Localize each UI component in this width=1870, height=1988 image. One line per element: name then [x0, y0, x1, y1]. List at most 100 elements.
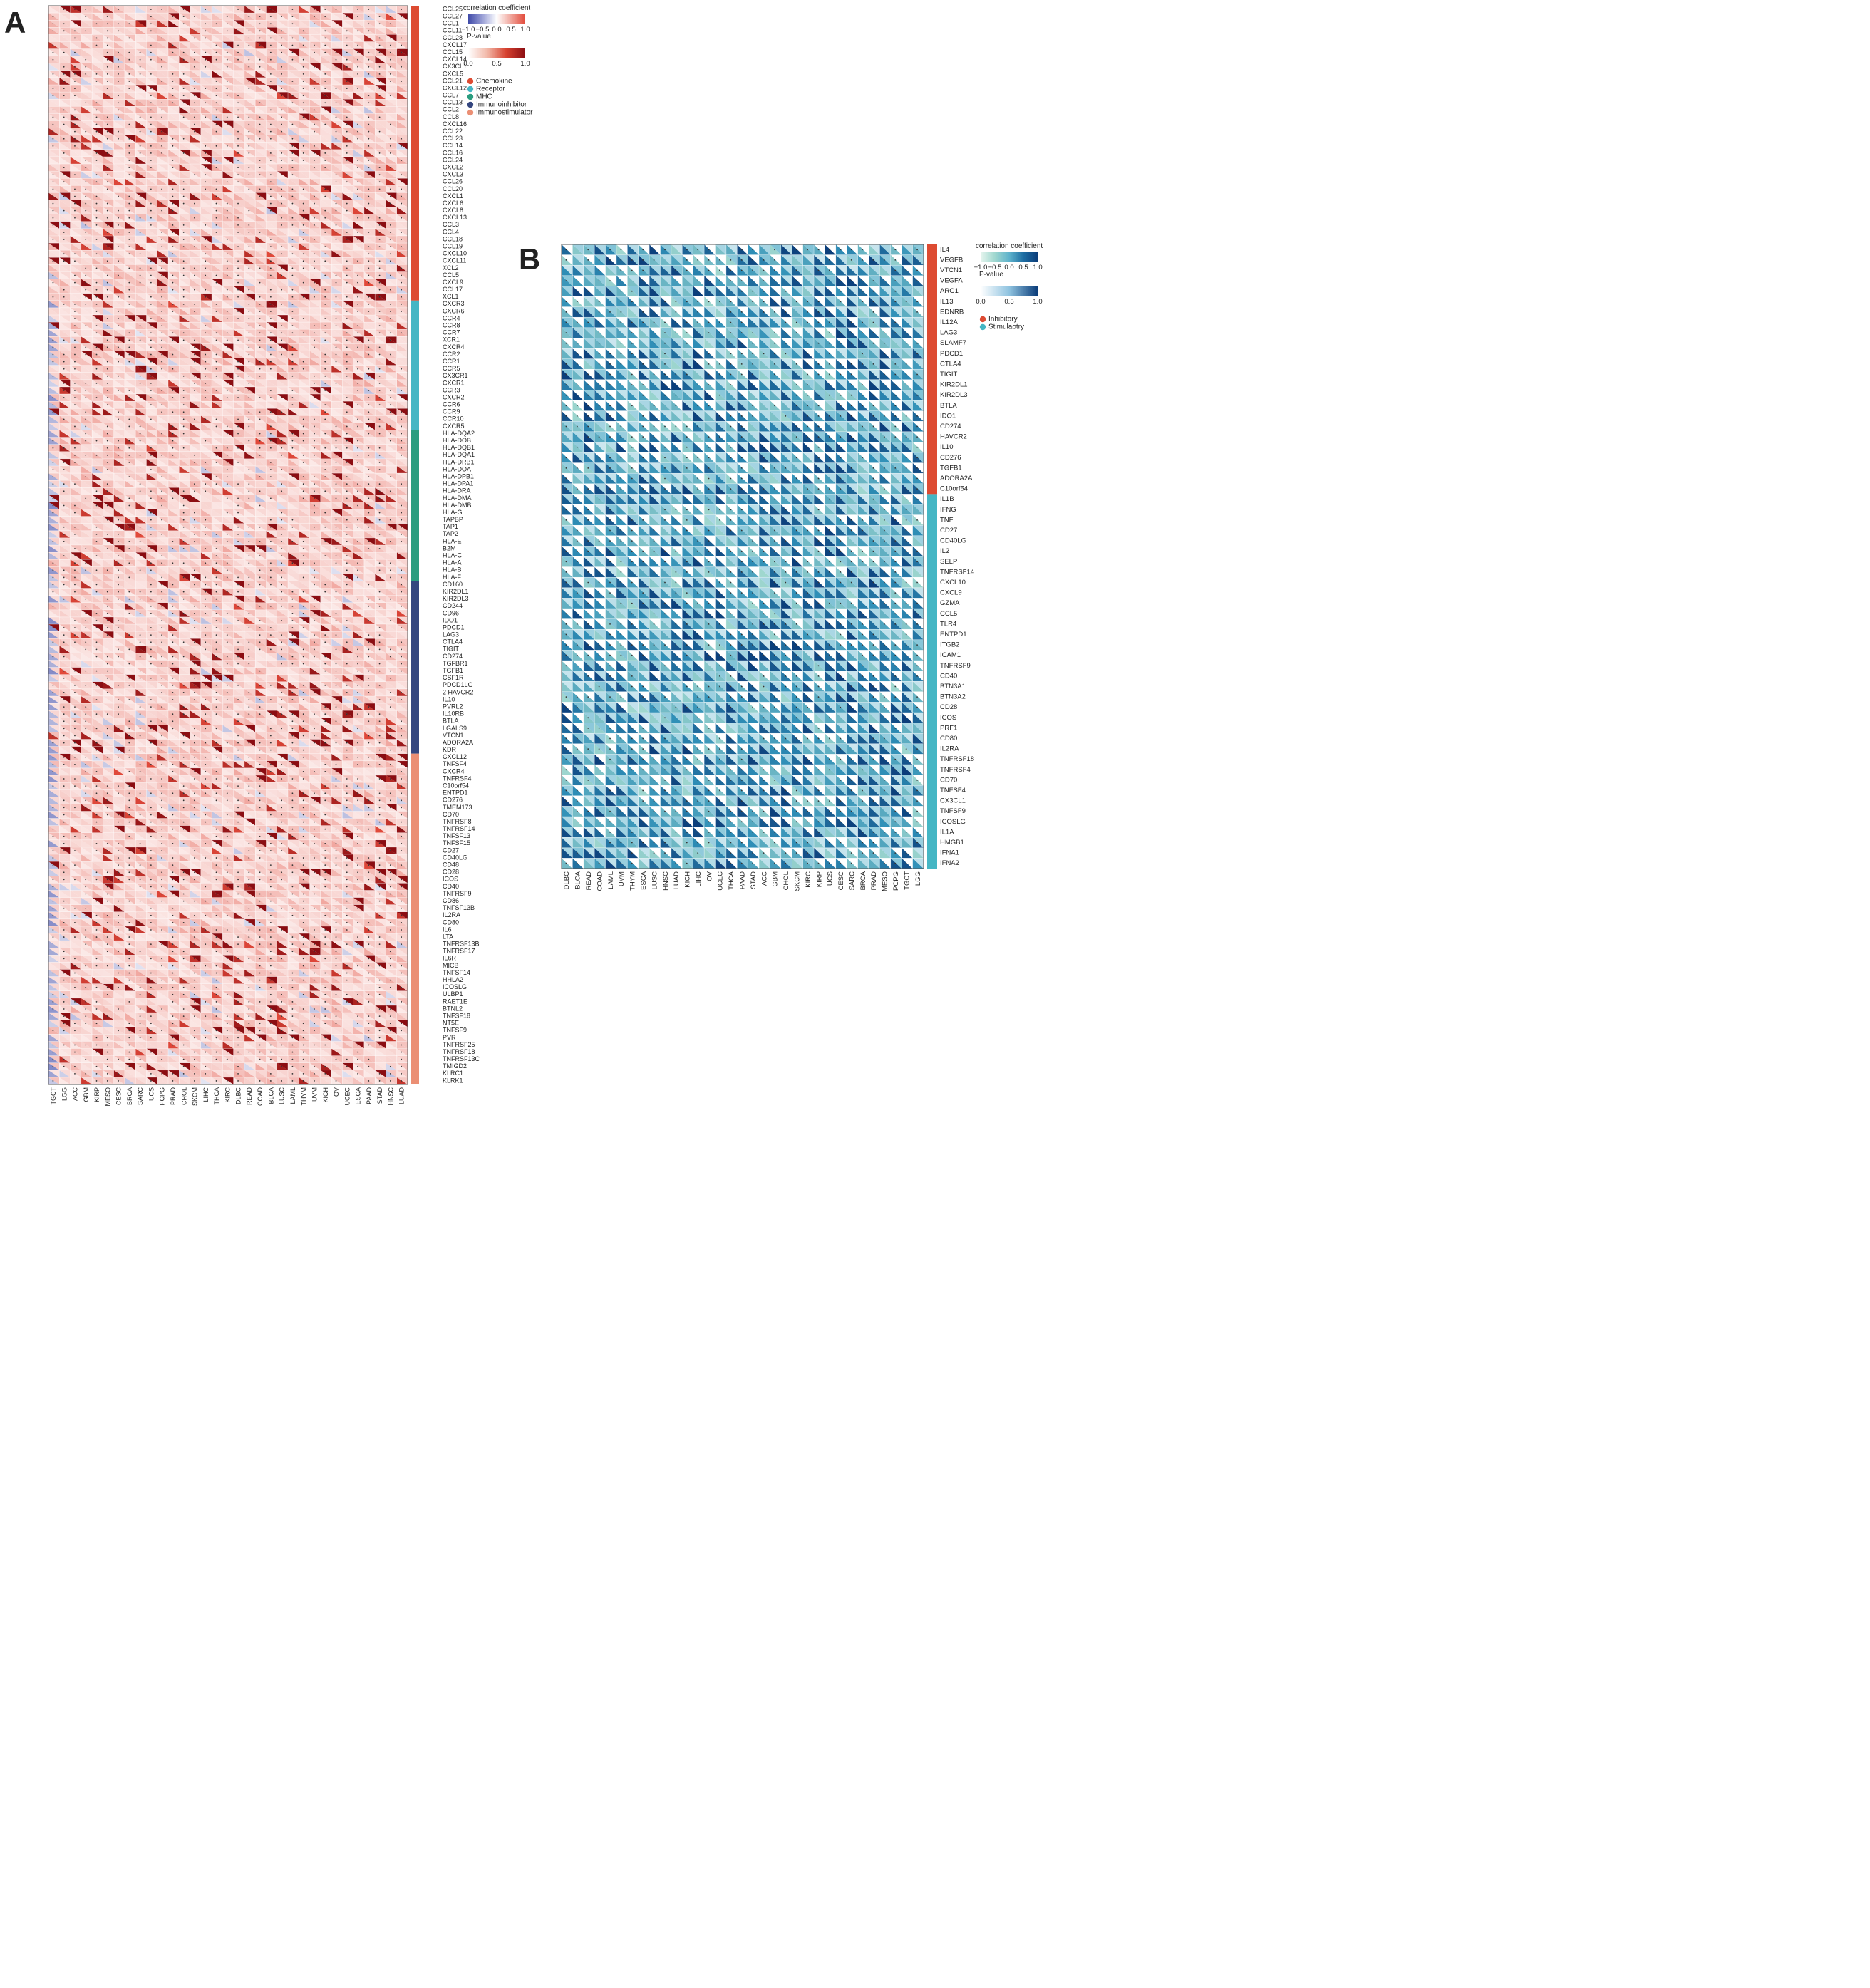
a-significance-dot [368, 130, 370, 133]
a-cell-pvalue-triangle [375, 20, 386, 28]
a-significance-dot [401, 188, 403, 190]
a-cell-pvalue-triangle [353, 48, 364, 56]
a-significance-dot [194, 239, 195, 240]
a-significance-dot [248, 390, 250, 391]
a-cell-pvalue-triangle [200, 34, 212, 42]
a-cell-corr-triangle [353, 20, 364, 28]
a-cell-pvalue-triangle [146, 13, 157, 21]
a-significance-dot [389, 224, 391, 226]
a-significance-dot [52, 109, 54, 111]
a-significance-dot [128, 346, 130, 348]
a-cell-pvalue-triangle [179, 20, 190, 28]
a-significance-dot [63, 167, 65, 169]
a-significance-dot [335, 30, 337, 32]
a-significance-dot [74, 188, 76, 190]
a-significance-dot [182, 181, 185, 183]
a-significance-dot [85, 130, 87, 133]
a-significance-dot [215, 368, 217, 370]
a-cell-pvalue-triangle [124, 48, 136, 56]
a-cell-pvalue-triangle [179, 63, 190, 71]
a-cell-pvalue-triangle [59, 48, 71, 56]
a-cell-pvalue-triangle [222, 27, 234, 35]
a-significance-dot [389, 95, 391, 97]
a-cell-pvalue-triangle [375, 34, 386, 42]
a-significance-dot [259, 44, 261, 46]
a-significance-dot [52, 202, 54, 205]
a-significance-dot [378, 274, 381, 276]
a-cell-pvalue-triangle [92, 34, 103, 42]
a-cell-corr-triangle [233, 48, 244, 56]
a-cell-corr-triangle [353, 41, 364, 49]
a-significance-dot [269, 267, 272, 269]
a-significance-dot [226, 81, 228, 82]
a-significance-dot [226, 209, 228, 212]
a-significance-dot [346, 232, 348, 233]
a-cell-pvalue-triangle [222, 41, 234, 49]
a-significance-dot [248, 16, 250, 18]
a-significance-dot [346, 303, 348, 305]
a-significance-dot [291, 239, 294, 240]
a-cell-corr-triangle [363, 48, 376, 56]
a-cell-corr-triangle [309, 48, 321, 56]
a-significance-dot [215, 281, 217, 284]
a-cell-pvalue-triangle [212, 34, 223, 42]
a-significance-dot [182, 274, 185, 276]
a-significance-dot [324, 411, 326, 413]
a-significance-dot [357, 303, 358, 305]
a-significance-dot [74, 95, 76, 97]
a-significance-dot [346, 361, 348, 363]
a-significance-dot [172, 260, 174, 262]
a-cell-pvalue-triangle [146, 70, 157, 78]
a-cell-corr-triangle [103, 63, 114, 71]
a-significance-dot [291, 167, 294, 169]
a-significance-dot [182, 195, 185, 197]
a-significance-dot [259, 232, 261, 233]
a-significance-dot [106, 88, 108, 89]
a-significance-dot [95, 296, 98, 298]
a-significance-dot [139, 152, 141, 154]
a-cell-pvalue-triangle [135, 63, 147, 71]
a-significance-dot [281, 30, 283, 32]
a-significance-dot [74, 383, 76, 384]
a-cell-pvalue-triangle [59, 56, 71, 63]
a-significance-dot [401, 37, 403, 39]
a-significance-dot [291, 311, 294, 312]
a-significance-dot [182, 9, 185, 10]
a-significance-dot [52, 274, 54, 276]
a-significance-dot [259, 37, 261, 39]
a-significance-dot [106, 152, 108, 154]
a-significance-dot [248, 332, 250, 334]
a-cell-corr-triangle [48, 34, 60, 42]
a-significance-dot [172, 167, 174, 169]
a-significance-dot [63, 23, 65, 25]
a-cell-corr-triangle [113, 70, 125, 78]
a-cell-corr-triangle [157, 27, 168, 35]
a-significance-dot [128, 361, 130, 363]
a-significance-dot [95, 253, 98, 255]
a-significance-dot [281, 303, 283, 305]
a-cell-corr-triangle [331, 6, 343, 14]
a-cell-pvalue-triangle [320, 70, 332, 78]
a-significance-dot [237, 202, 239, 205]
a-significance-dot [205, 383, 207, 384]
a-significance-dot [237, 361, 239, 363]
a-cell-pvalue-triangle [92, 41, 103, 49]
a-cell-pvalue-triangle [288, 13, 299, 21]
a-significance-dot [182, 390, 185, 391]
a-significance-dot [52, 246, 54, 248]
a-cell-corr-triangle [342, 63, 353, 71]
a-significance-dot [357, 383, 358, 384]
a-cell-pvalue-triangle [375, 6, 386, 14]
a-cell-corr-triangle [320, 48, 332, 56]
a-cell-pvalue-triangle [396, 48, 408, 56]
a-significance-dot [74, 217, 76, 219]
a-significance-dot [118, 353, 119, 356]
a-significance-dot [226, 160, 228, 161]
a-significance-dot [259, 325, 261, 327]
a-significance-dot [248, 296, 250, 298]
a-cell-pvalue-triangle [179, 6, 190, 14]
a-significance-dot [314, 239, 315, 240]
a-cell-corr-triangle [255, 20, 267, 28]
a-cell-pvalue-triangle [59, 63, 71, 71]
a-significance-dot [85, 239, 87, 240]
